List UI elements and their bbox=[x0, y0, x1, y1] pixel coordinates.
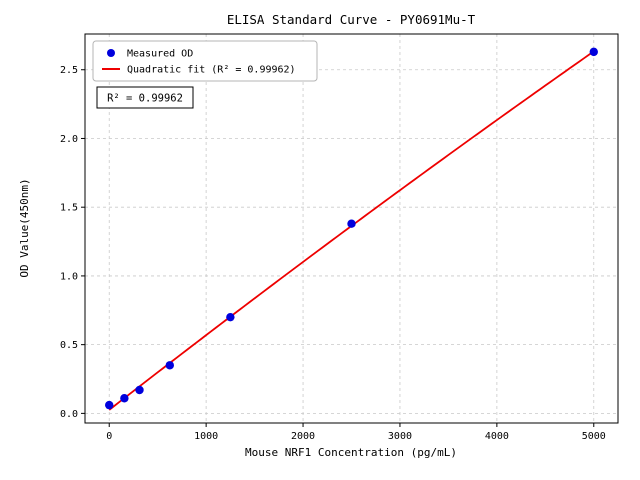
legend-box bbox=[92, 40, 318, 82]
data-point bbox=[135, 385, 144, 395]
y-tick-label: 1.5 bbox=[60, 203, 78, 214]
y-tick-label: 2.0 bbox=[60, 134, 78, 145]
x-tick-label: 4000 bbox=[485, 431, 509, 442]
data-point bbox=[226, 312, 235, 322]
x-tick-label: 5000 bbox=[582, 431, 606, 442]
x-tick-label: 1000 bbox=[194, 431, 218, 442]
axes-layer: 0 1000 2000 3000 4000 5000 0.0 0.5 1.0 1.5 2.0 2.5 bbox=[60, 33, 619, 442]
x-tick-label: 2000 bbox=[291, 431, 315, 442]
x-axis-label: Mouse NRF1 Concentration (pg/mL) bbox=[245, 446, 457, 459]
y-tick-label: 1.0 bbox=[60, 271, 78, 282]
data-point bbox=[105, 400, 114, 410]
legend-label-measured-od: Measured OD bbox=[127, 49, 193, 60]
chart-title: ELISA Standard Curve - PY0691Mu-T bbox=[227, 12, 476, 27]
data-point bbox=[347, 219, 356, 228]
legend-label-quadratic-fit: Quadratic fit (R² = 0.99962) bbox=[127, 65, 296, 76]
x-tick-label: 0 bbox=[106, 431, 112, 442]
data-point bbox=[165, 361, 174, 370]
legend-marker-measured-od bbox=[107, 49, 115, 57]
y-tick-label: 0.0 bbox=[60, 409, 78, 420]
data-point bbox=[120, 394, 129, 403]
x-tick-label: 3000 bbox=[388, 431, 412, 442]
y-tick-label: 2.5 bbox=[60, 65, 78, 76]
plot-layer bbox=[105, 47, 598, 411]
grid-layer bbox=[85, 34, 618, 423]
annotation-text: R² = 0.99962 bbox=[107, 93, 183, 105]
legend: Measured OD Quadratic fit (R² = 0.99962) bbox=[92, 40, 318, 82]
annotation-box bbox=[96, 86, 194, 109]
r-squared-annotation: R² = 0.99962 bbox=[96, 86, 194, 109]
data-point bbox=[589, 47, 598, 57]
y-axis-label: OD Value(450nm) bbox=[18, 178, 31, 277]
plot-border bbox=[84, 33, 619, 424]
y-tick-label: 0.5 bbox=[60, 340, 78, 351]
